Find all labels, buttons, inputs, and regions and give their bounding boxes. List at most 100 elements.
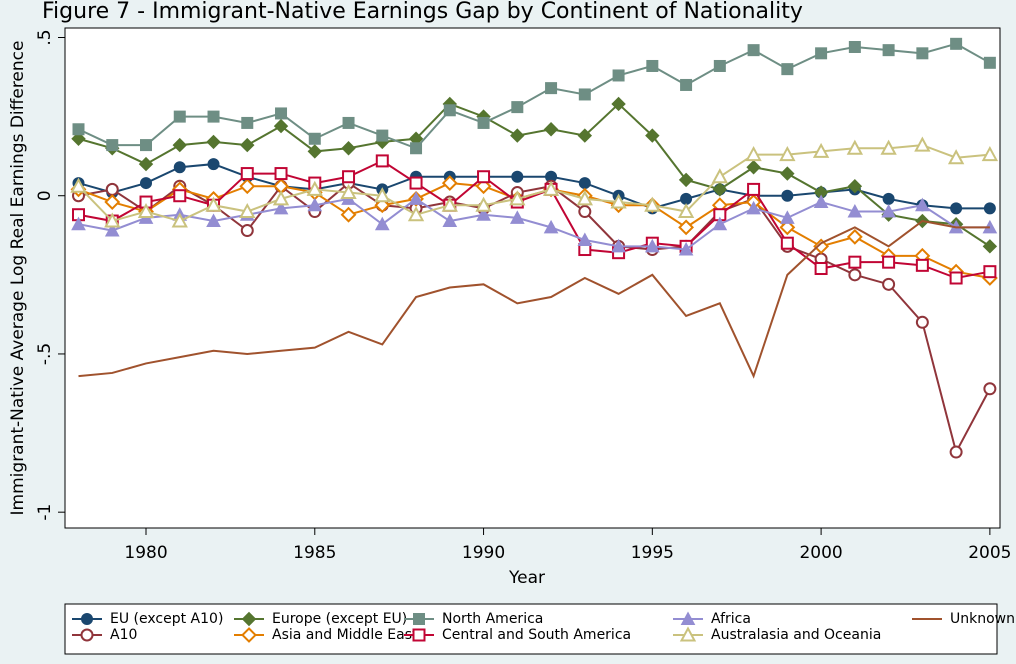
legend-marker — [679, 626, 697, 642]
data-point — [713, 59, 726, 72]
data-point — [240, 137, 255, 153]
legend-label: Australasia and Oceania — [711, 627, 881, 643]
data-point — [848, 268, 862, 282]
data-point — [611, 238, 626, 253]
data-point — [409, 176, 423, 190]
legend-marker — [241, 611, 257, 627]
data-point — [847, 179, 863, 194]
legend-marker — [680, 611, 696, 625]
y-tick-label: .5 — [35, 29, 55, 45]
legend-marker — [412, 628, 426, 642]
data-point — [70, 177, 87, 193]
data-point — [342, 116, 355, 129]
data-point — [408, 191, 424, 205]
data-point — [711, 168, 729, 184]
data-point — [882, 192, 895, 205]
series-line — [78, 102, 991, 248]
series-line — [78, 159, 991, 280]
data-point — [747, 44, 760, 57]
series-line — [78, 163, 990, 210]
data-point — [106, 139, 119, 152]
data-point — [374, 216, 390, 231]
data-point — [815, 47, 828, 60]
data-point — [340, 183, 357, 200]
data-point — [881, 203, 896, 218]
data-point — [982, 239, 998, 254]
data-point — [779, 219, 796, 236]
data-point — [375, 154, 389, 168]
legend — [64, 603, 998, 655]
data-point — [981, 145, 999, 162]
data-point — [645, 128, 660, 143]
data-point — [376, 129, 389, 142]
data-point — [342, 170, 356, 184]
data-point — [476, 207, 491, 221]
data-point — [545, 82, 558, 95]
data-point — [983, 382, 997, 396]
data-point — [171, 212, 188, 228]
data-point — [274, 167, 288, 181]
data-point — [712, 182, 728, 197]
data-point — [578, 177, 591, 190]
legend-marker — [81, 613, 93, 625]
data-point — [140, 177, 153, 190]
data-point — [680, 192, 693, 205]
data-point — [477, 170, 491, 184]
data-point — [780, 166, 795, 181]
x-tick-label: 1990 — [462, 543, 505, 563]
data-point — [781, 63, 794, 76]
x-tick-label: 2000 — [799, 543, 842, 563]
data-point — [746, 200, 761, 215]
data-point — [104, 212, 121, 228]
y-tick-label: -1 — [35, 504, 55, 521]
x-tick-label: 2005 — [968, 543, 1011, 563]
data-point — [846, 139, 864, 155]
data-point — [510, 128, 525, 143]
y-axis-label: Immigrant-Native Average Log Real Earnin… — [8, 41, 28, 516]
y-tick-label: 0 — [35, 190, 55, 201]
data-point — [983, 265, 997, 279]
data-point — [273, 118, 289, 134]
data-point — [814, 262, 828, 276]
data-point — [308, 132, 321, 145]
legend-marker — [413, 613, 425, 625]
data-point — [275, 107, 288, 120]
data-point — [241, 116, 254, 129]
data-point — [542, 180, 560, 196]
data-point — [746, 160, 761, 175]
data-point — [577, 128, 593, 143]
data-point — [915, 258, 929, 272]
data-point — [812, 142, 830, 158]
data-point — [104, 222, 120, 237]
data-point — [543, 219, 559, 234]
data-point — [983, 56, 996, 69]
data-point — [914, 136, 931, 152]
data-point — [340, 206, 357, 223]
data-point — [172, 137, 187, 153]
data-point — [678, 172, 694, 188]
data-point — [140, 139, 153, 152]
data-point — [138, 156, 154, 172]
data-point — [71, 216, 86, 231]
series-line — [77, 144, 990, 223]
legend-label: Europe (except EU) — [272, 611, 407, 627]
data-point — [950, 37, 963, 50]
data-point — [915, 197, 930, 212]
data-point — [644, 238, 660, 253]
x-axis-label: Year — [508, 568, 545, 588]
data-point — [475, 196, 492, 212]
data-point — [846, 228, 863, 245]
data-point — [882, 44, 895, 57]
data-point — [848, 255, 862, 269]
data-point — [173, 189, 187, 203]
data-point — [745, 145, 762, 162]
legend-label: A10 — [110, 627, 137, 643]
data-point — [72, 123, 85, 136]
data-point — [173, 161, 186, 174]
data-point — [813, 194, 829, 209]
y-tick-label: -.5 — [35, 343, 55, 365]
data-point — [509, 210, 525, 224]
data-point — [71, 131, 86, 146]
data-point — [511, 170, 524, 183]
